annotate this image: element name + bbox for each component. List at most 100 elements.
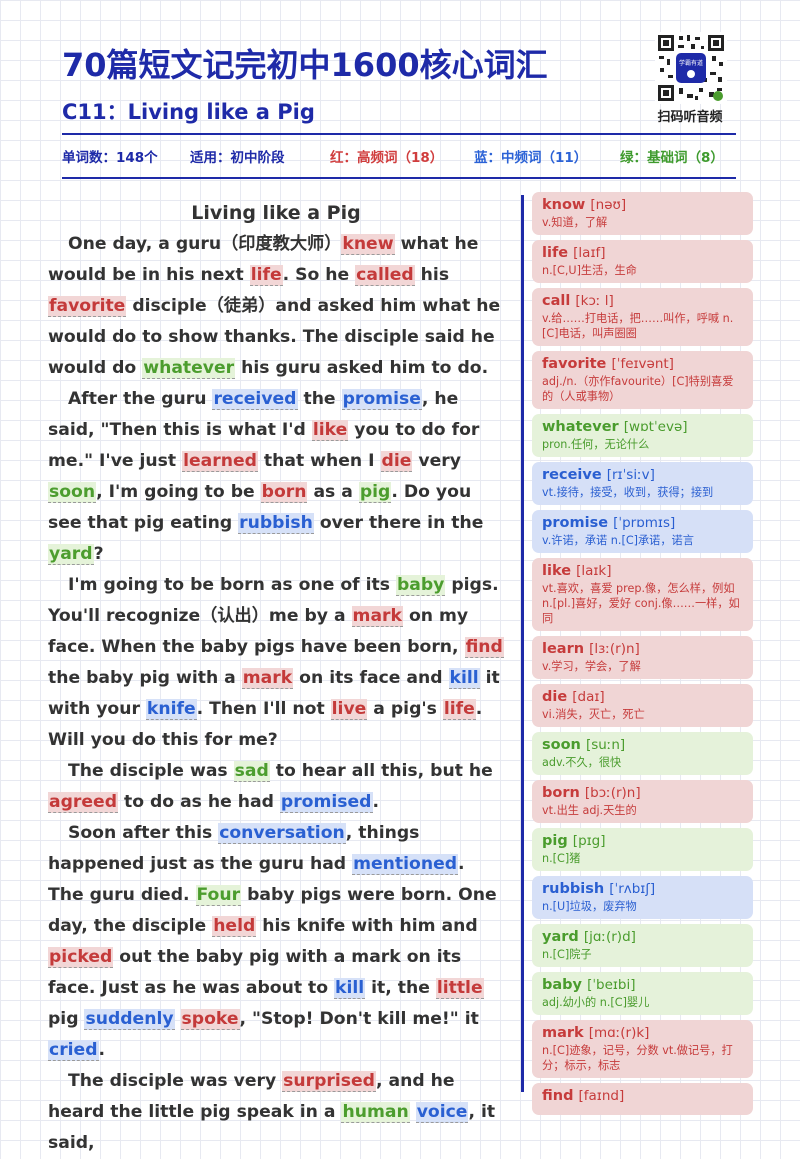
highlighted-word[interactable]: Four — [195, 885, 242, 906]
vocab-definition: n.[C,U]生活，生命 — [542, 264, 637, 277]
vocab-definition: adj.幼小的 n.[C]婴儿 — [542, 996, 650, 1009]
article-text: what he would be in his next — [48, 234, 479, 285]
vocab-head: whatever [wɒtˈevə] — [542, 418, 744, 436]
highlighted-word[interactable]: knife — [145, 699, 197, 720]
highlighted-word[interactable]: spoke — [180, 1009, 240, 1030]
vocab-card[interactable]: mark [mɑː(r)k] n.[C]迹象，记号，分数 vt.做记号，打分；标示… — [532, 1020, 753, 1078]
vocab-phonetic: [bɔː(r)n] — [584, 785, 641, 801]
highlighted-word[interactable]: surprised — [282, 1071, 376, 1092]
vocab-card[interactable]: born [bɔː(r)n] vt.出生 adj.天生的 — [532, 780, 753, 823]
vocab-card[interactable]: pig [pɪg] n.[C]猪 — [532, 828, 753, 871]
highlighted-word[interactable]: live — [330, 699, 368, 720]
highlighted-word[interactable]: promised — [279, 792, 373, 813]
highlighted-word[interactable]: favorite — [48, 296, 127, 317]
article-text: to hear all this, but he — [269, 761, 493, 781]
highlighted-word[interactable]: mark — [351, 606, 403, 627]
vocab-phonetic: [nəʊ] — [590, 197, 627, 213]
highlighted-word[interactable]: yard — [48, 544, 94, 565]
highlighted-word[interactable]: cried — [48, 1040, 99, 1061]
vocab-card[interactable]: call [kɔː l] v.给……打电话，把……叫作，呼喊 n.[C]电话，叫声… — [532, 288, 753, 346]
article-text: The disciple was — [68, 761, 234, 781]
highlighted-word[interactable]: whatever — [142, 358, 236, 379]
vocab-word: like — [542, 563, 572, 579]
highlighted-word[interactable]: baby — [395, 575, 446, 596]
level-label: 适用：初中阶段 — [190, 150, 285, 166]
article-text: Soon after this — [68, 823, 219, 843]
article-text: . — [372, 792, 380, 812]
vocab-card[interactable]: soon [suːn] adv.不久，很快 — [532, 732, 753, 775]
vocab-card[interactable]: receive [rɪˈsiːv] vt.接待，接受，收到，获得；接到 — [532, 462, 753, 505]
vocab-word: soon — [542, 737, 581, 753]
highlighted-word[interactable]: born — [260, 482, 308, 503]
vocab-card[interactable]: know [nəʊ] v.知道，了解 — [532, 192, 753, 235]
article-text: it with your — [48, 668, 500, 719]
vocab-definition: n.[C]猪 — [542, 852, 581, 865]
vocab-card[interactable]: like [laɪk] vt.喜欢，喜爱 prep.像，怎么样，例如 n.[pl.… — [532, 558, 753, 631]
highlighted-word[interactable]: soon — [48, 482, 97, 503]
article-paragraph: One day, a guru（印度教大师）knew what he would… — [48, 229, 504, 384]
vocab-head: favorite [ˈfeɪvənt] — [542, 355, 744, 373]
qr-code[interactable]: 学霸有道 — [655, 32, 727, 104]
vocab-head: promise [ˈprɒmɪs] — [542, 514, 744, 532]
vocab-word: life — [542, 245, 569, 261]
highlighted-word[interactable]: life — [442, 699, 476, 720]
article-text: . The guru died. — [48, 854, 465, 905]
highlighted-word[interactable]: human — [341, 1102, 410, 1123]
highlighted-word[interactable]: life — [249, 265, 283, 286]
highlighted-word[interactable]: sad — [233, 761, 270, 782]
highlighted-word[interactable]: conversation — [218, 823, 346, 844]
highlighted-word[interactable]: held — [212, 916, 257, 937]
highlighted-word[interactable]: rubbish — [238, 513, 314, 534]
article-text: his — [414, 265, 450, 285]
article-text: . Then I'll not — [196, 699, 331, 719]
vocab-head: find [faɪnd] — [542, 1087, 744, 1105]
highlighted-word[interactable]: mark — [241, 668, 294, 689]
vocab-card[interactable]: yard [jɑː(r)d] n.[C]院子 — [532, 924, 753, 967]
vocab-card[interactable]: find [faɪnd] — [532, 1083, 753, 1115]
highlighted-word[interactable]: suddenly — [84, 1009, 175, 1030]
vocab-definition: n.[U]垃圾，废弃物 — [542, 900, 637, 913]
vocab-phonetic: [rɪˈsiːv] — [606, 467, 655, 483]
vocab-word: find — [542, 1088, 574, 1104]
vocab-definition: v.学习，学会，了解 — [542, 660, 641, 673]
vocab-head: baby [ˈbeɪbi] — [542, 976, 744, 994]
vocab-phonetic: [laɪf] — [573, 245, 606, 261]
article-paragraph: After the guru received the promise, he … — [48, 384, 504, 570]
article-text: a pig's — [367, 699, 443, 719]
article-text: , "Stop! Don't kill me!" it — [239, 1009, 479, 1029]
article-text: The disciple was very — [68, 1071, 283, 1091]
highlighted-word[interactable]: agreed — [48, 792, 118, 813]
highlighted-word[interactable]: called — [355, 265, 415, 286]
vocab-card[interactable]: whatever [wɒtˈevə] pron.任何，无论什么 — [532, 414, 753, 457]
highlighted-word[interactable]: little — [435, 978, 484, 999]
vocab-head: receive [rɪˈsiːv] — [542, 466, 744, 484]
vocab-head: learn [lɜː(r)n] — [542, 640, 744, 658]
highlighted-word[interactable]: received — [212, 389, 298, 410]
vocab-card[interactable]: baby [ˈbeɪbi] adj.幼小的 n.[C]婴儿 — [532, 972, 753, 1015]
vocab-definition: adv.不久，很快 — [542, 756, 622, 769]
vocab-phonetic: [suːn] — [585, 737, 626, 753]
highlighted-word[interactable]: die — [380, 451, 413, 472]
vocab-card[interactable]: die [daɪ] vi.消失，灭亡，死亡 — [532, 684, 753, 727]
highlighted-word[interactable]: voice — [415, 1102, 469, 1123]
vocab-definition: vt.喜欢，喜爱 prep.像，怎么样，例如 n.[pl.]喜好，爱好 conj… — [542, 582, 740, 625]
vocab-head: soon [suːn] — [542, 736, 744, 754]
highlighted-word[interactable]: learned — [182, 451, 258, 472]
vocab-head: call [kɔː l] — [542, 292, 744, 310]
vocab-card[interactable]: promise [ˈprɒmɪs] v.许诺，承诺 n.[C]承诺，诺言 — [532, 510, 753, 553]
vocab-head: like [laɪk] — [542, 562, 744, 580]
vocab-card[interactable]: favorite [ˈfeɪvənt] adj./n.（亦作favourite）[… — [532, 351, 753, 409]
highlighted-word[interactable]: kill — [448, 668, 480, 689]
highlighted-word[interactable]: kill — [334, 978, 366, 999]
highlighted-word[interactable]: picked — [48, 947, 114, 968]
highlighted-word[interactable]: find — [464, 637, 504, 658]
vocab-card[interactable]: life [laɪf] n.[C,U]生活，生命 — [532, 240, 753, 283]
highlighted-word[interactable]: pig — [358, 482, 392, 503]
vocab-head: rubbish [ˈrʌbɪʃ] — [542, 880, 744, 898]
highlighted-word[interactable]: mentioned — [352, 854, 459, 875]
highlighted-word[interactable]: promise — [341, 389, 422, 410]
highlighted-word[interactable]: like — [311, 420, 349, 441]
vocab-card[interactable]: learn [lɜː(r)n] v.学习，学会，了解 — [532, 636, 753, 679]
highlighted-word[interactable]: knew — [341, 234, 395, 255]
vocab-card[interactable]: rubbish [ˈrʌbɪʃ] n.[U]垃圾，废弃物 — [532, 876, 753, 919]
